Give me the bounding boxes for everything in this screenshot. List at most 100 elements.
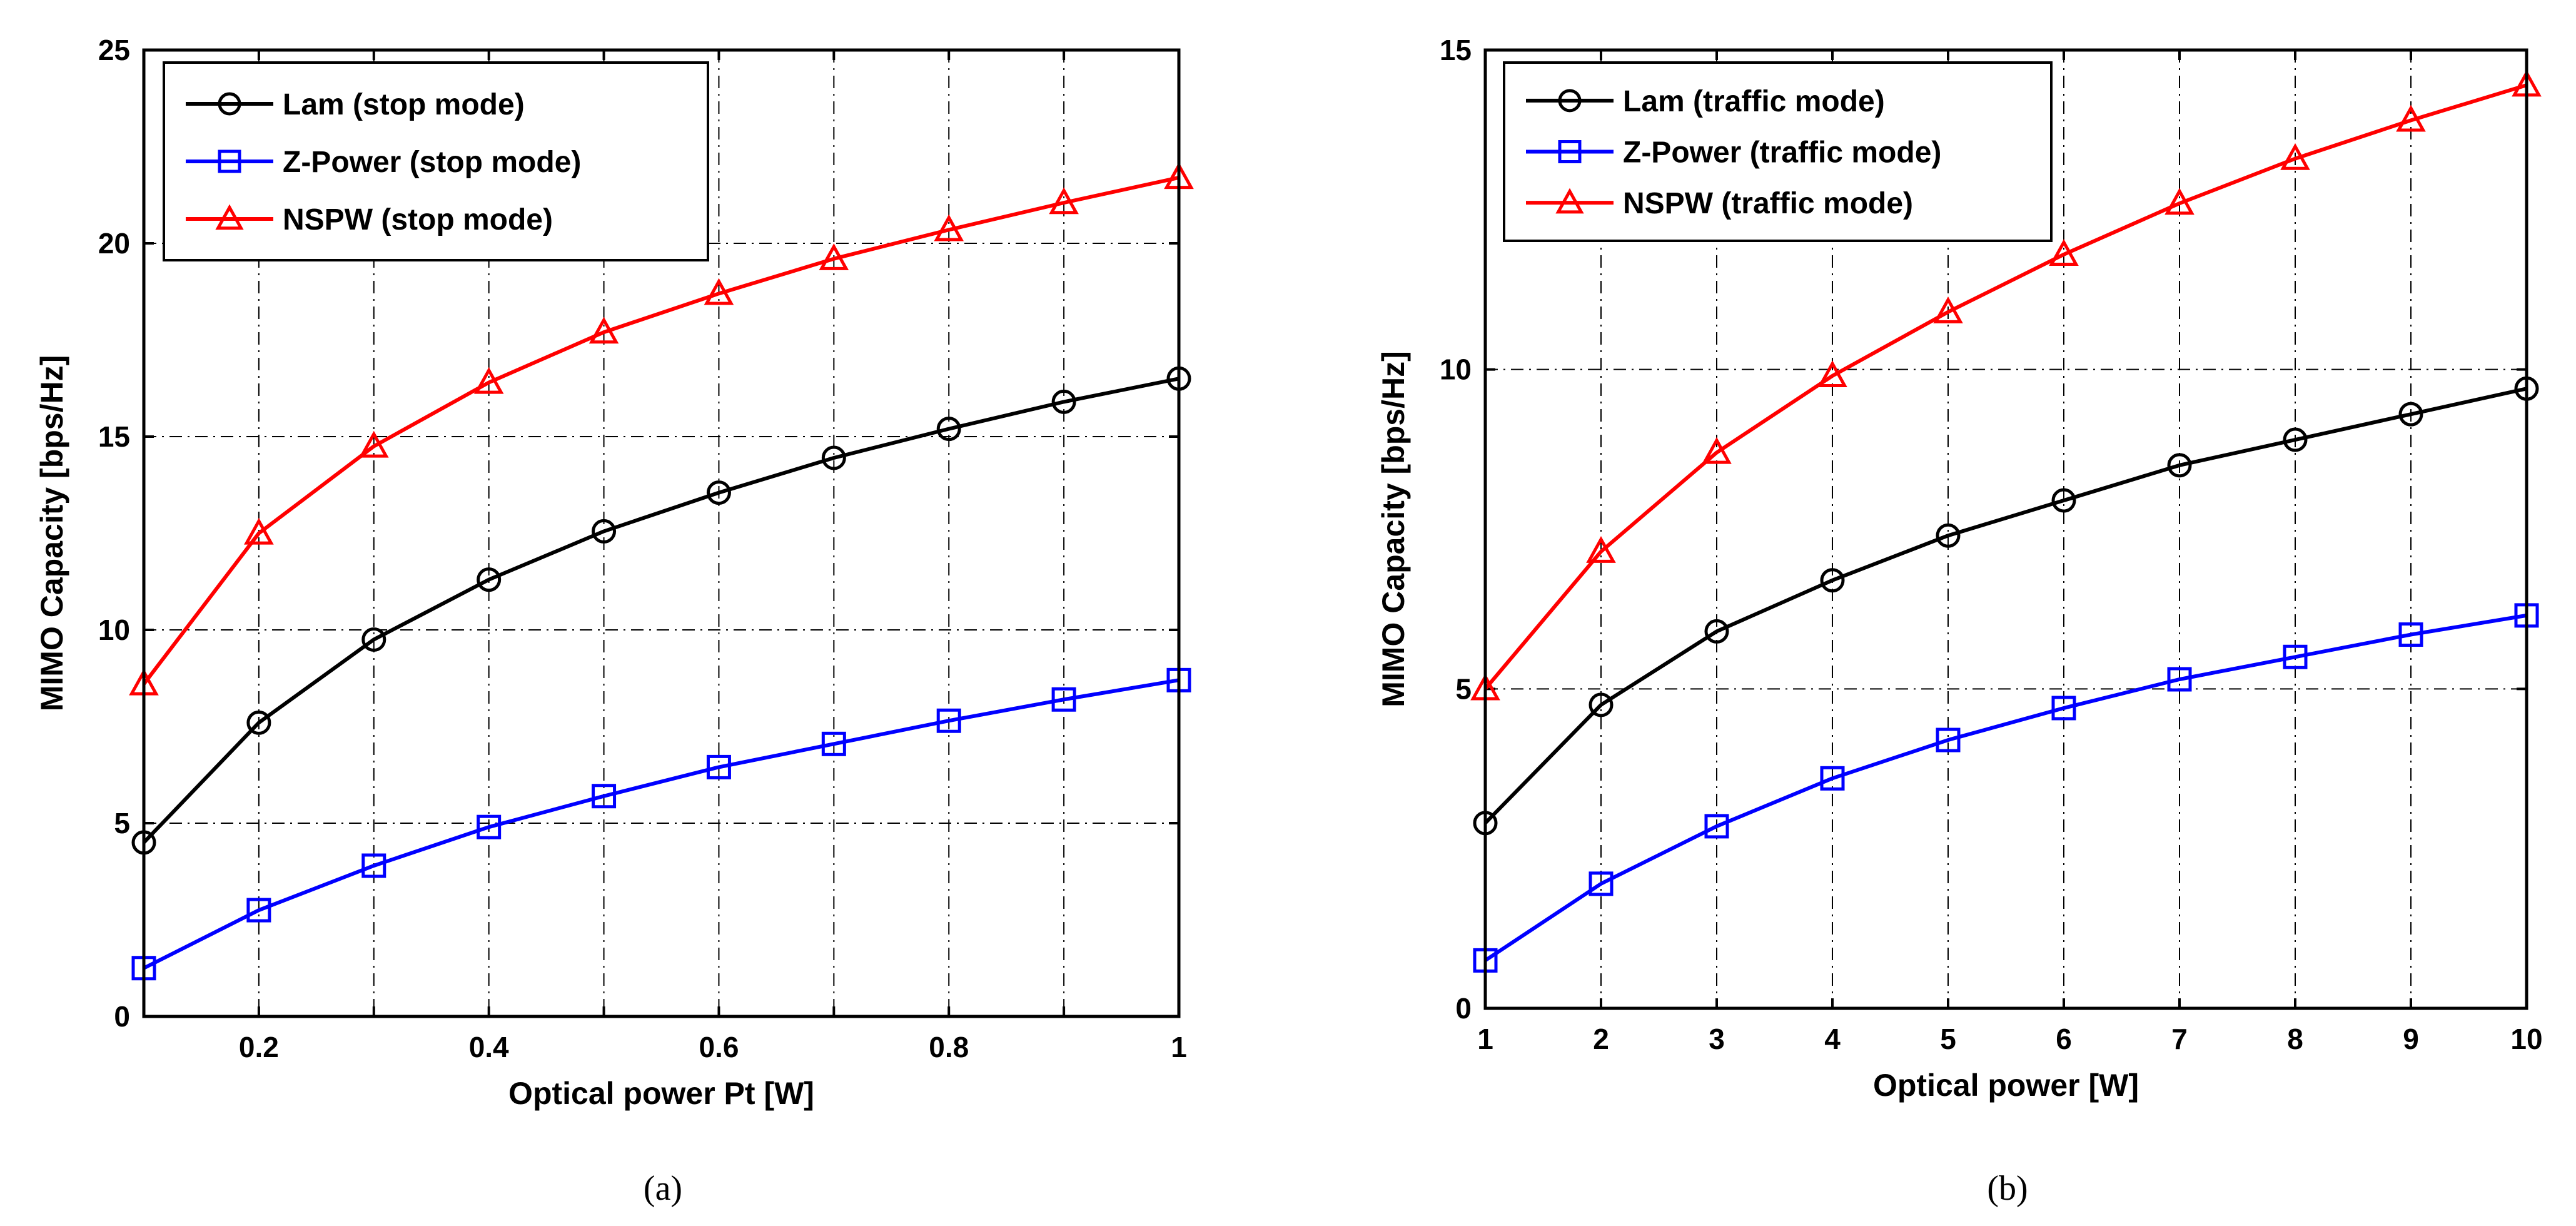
- chart-b-x-tick-label-0: 1: [1477, 1023, 1493, 1055]
- chart-b-y-tick-label-3: 15: [1440, 34, 1472, 66]
- chart-a-x-tick-label-1: 0.4: [469, 1031, 509, 1063]
- chart-b-series-2-point-2: [1702, 437, 1732, 464]
- chart-b-x-axis-label: Optical power [W]: [1873, 1068, 2139, 1103]
- chart-b-series-1-point-2: [1704, 814, 1729, 839]
- chart-b-series-2-point-3: [1817, 360, 1847, 388]
- chart-b-y-tick-label-0: 0: [1455, 992, 1472, 1025]
- chart-b-series-0-point-7: [2283, 427, 2308, 452]
- chart-a-legend-marker-2: [215, 204, 244, 230]
- chart-a-series-0-point-8: [1051, 389, 1076, 414]
- chart-a-series-2-point-8: [1049, 187, 1079, 215]
- chart-a-series-line-2: [142, 176, 1179, 686]
- chart-a-legend-marker-0: [218, 92, 241, 116]
- chart-a-series-1-point-3: [477, 814, 502, 839]
- chart-a-series-1-point-1: [246, 898, 271, 923]
- chart-a-series-2-point-3: [473, 367, 504, 394]
- chart-a-series-1-point-4: [592, 784, 617, 809]
- chart-a-axes-frame: [142, 48, 1181, 1018]
- chart-a-y-tick-label-2: 10: [98, 614, 130, 646]
- chart-b-legend-label-1: Z-Power (traffic mode): [1623, 136, 1941, 170]
- chart-a-x-tick-label-3: 0.8: [929, 1031, 969, 1063]
- chart-b-series-1-point-1: [1589, 871, 1614, 896]
- chart-a-series-line-0: [142, 377, 1179, 844]
- chart-b-series-0-point-4: [1936, 523, 1961, 548]
- chart-a-series-0-point-5: [706, 480, 731, 505]
- chart-a-y-axis-label: MIMO Capacity [bps/Hz]: [34, 355, 69, 711]
- chart-b-y-tick-label-1: 5: [1455, 672, 1472, 705]
- chart-b-series-1-point-5: [2051, 696, 2076, 721]
- chart-a-series-1-point-8: [1051, 687, 1076, 712]
- chart-b-x-tick-label-5: 6: [2056, 1023, 2072, 1055]
- chart-a-series-2-point-5: [704, 278, 734, 305]
- chart-b-series-2-point-8: [2396, 104, 2426, 132]
- chart-a-series-1-point-5: [706, 754, 731, 779]
- chart-b-series-1-point-8: [2398, 622, 2423, 647]
- chart-b-x-tick-label-2: 3: [1709, 1023, 1725, 1055]
- chart-b-series-0-point-6: [2167, 453, 2192, 478]
- chart-a-y-tick-label-5: 25: [98, 34, 130, 66]
- chart-b-legend-marker-1: [1558, 140, 1582, 163]
- chart-b-series-2-point-1: [1586, 536, 1616, 563]
- chart-b-series-0-point-8: [2398, 402, 2423, 427]
- chart-b-series-2-point-6: [2164, 188, 2195, 215]
- chart-b-y-tick-label-2: 10: [1440, 353, 1472, 386]
- chart-a-legend-marker-1: [218, 149, 241, 173]
- chart-b-x-tick-label-6: 7: [2171, 1023, 2188, 1055]
- chart-b-series-1-point-4: [1936, 727, 1961, 752]
- chart-a-y-tick-label-0: 0: [114, 1000, 130, 1033]
- chart-b-legend-marker-2: [1555, 188, 1584, 214]
- chart-a-series-2-point-2: [358, 430, 389, 458]
- chart-a-x-tick-label-4: 1: [1171, 1031, 1187, 1063]
- chart-a-series-2-point-1: [244, 517, 274, 545]
- chart-a-legend-label-0: Lam (stop mode): [283, 88, 525, 121]
- chart-a-series-line-1: [143, 678, 1179, 970]
- chart-b-series-1-point-7: [2283, 644, 2308, 669]
- chart-b-legend-label-2: NSPW (traffic mode): [1623, 187, 1913, 220]
- chart-a-y-tick-label-4: 20: [98, 227, 130, 260]
- chart-a-series-2-point-7: [934, 214, 964, 241]
- chart-a-series-2-point-6: [819, 243, 849, 270]
- chart-b-caption: (b): [1987, 1169, 2028, 1208]
- chart-b-legend: Lam (traffic mode) Z-Power (traffic mode)…: [1503, 61, 2053, 242]
- chart-a-y-tick-label-3: 15: [98, 420, 130, 453]
- chart-b-series-1-point-6: [2167, 667, 2192, 692]
- chart-a-series-0-point-2: [361, 627, 386, 652]
- chart-b-axes-frame: [1483, 48, 2528, 1010]
- chart-a-legend: Lam (stop mode) Z-Power (stop mode) NSPW (…: [163, 61, 709, 261]
- chart-b-x-tick-label-1: 2: [1593, 1023, 1609, 1055]
- chart-b-series-0-point-2: [1704, 619, 1729, 644]
- chart-a-series-1-point-6: [821, 731, 846, 756]
- chart-a-x-tick-label-0: 0.2: [239, 1031, 279, 1063]
- chart-a-series-0-point-4: [592, 519, 617, 544]
- chart-b-legend-label-0: Lam (traffic mode): [1623, 85, 1885, 118]
- chart-a-series-0-point-6: [821, 445, 846, 470]
- chart-a-series-0-point-3: [477, 567, 502, 592]
- chart-a-series-1-point-2: [361, 853, 386, 878]
- chart-a-series-1-point-7: [936, 708, 961, 733]
- chart-a-series-0-point-7: [936, 417, 961, 442]
- chart-a-series-0-point-1: [246, 710, 271, 735]
- chart-b-series-2-point-4: [1933, 296, 1963, 323]
- chart-a-y-tick-label-1: 5: [114, 807, 130, 839]
- chart-a-x-axis-label: Optical power Pt [W]: [508, 1076, 814, 1111]
- chart-panel-b: 1 2 3 4 5 6 7 8 9 10 0 5 10 15 Optical power [W] MIMO C…: [1376, 34, 2543, 1208]
- chart-b-series-0-point-1: [1589, 692, 1614, 717]
- chart-b-x-tick-label-8: 9: [2403, 1023, 2419, 1055]
- chart-b-series-0-point-5: [2051, 488, 2076, 513]
- chart-b-x-tick-label-4: 5: [1940, 1023, 1956, 1055]
- chart-b-y-axis-label: MIMO Capacity [bps/Hz]: [1376, 351, 1411, 707]
- chart-b-series-0-point-3: [1820, 568, 1845, 593]
- chart-b-series-line-0: [1483, 387, 2527, 824]
- chart-b-series-2-point-7: [2280, 143, 2310, 170]
- chart-b-series-2-point-5: [2049, 239, 2079, 266]
- chart-a-legend-label-1: Z-Power (stop mode): [283, 146, 581, 179]
- chart-b-x-tick-label-3: 4: [1824, 1023, 1841, 1055]
- chart-a-x-tick-label-2: 0.6: [699, 1031, 739, 1063]
- chart-a-caption: (a): [644, 1169, 682, 1208]
- chart-b-series-line-2: [1483, 83, 2527, 691]
- chart-b-x-tick-label-7: 8: [2287, 1023, 2303, 1055]
- chart-a-series-2-point-4: [588, 317, 619, 344]
- chart-b-x-tick-label-9: 10: [2510, 1023, 2542, 1055]
